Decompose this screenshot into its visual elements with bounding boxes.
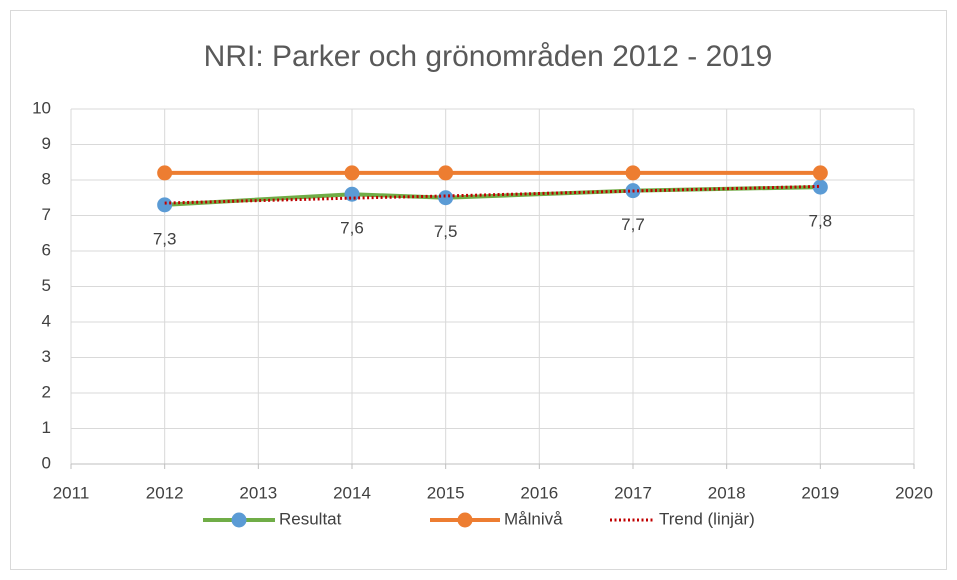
x-tick-label: 2014 <box>333 483 371 502</box>
x-tick-label: 2017 <box>614 483 652 502</box>
data-label: 7,7 <box>621 215 645 234</box>
data-label: 7,3 <box>153 229 177 248</box>
marker <box>812 179 828 195</box>
y-tick-label: 6 <box>42 240 51 259</box>
data-label: 7,5 <box>434 222 458 241</box>
marker <box>344 186 360 202</box>
x-tick-label: 2018 <box>708 483 746 502</box>
marker <box>344 165 360 181</box>
marker <box>625 165 641 181</box>
legend-marker <box>231 512 247 528</box>
x-tick-label: 2019 <box>801 483 839 502</box>
x-tick-label: 2011 <box>53 483 90 502</box>
y-tick-label: 7 <box>42 205 51 224</box>
y-tick-label: 9 <box>42 134 51 153</box>
y-tick-label: 1 <box>42 418 51 437</box>
legend-label: Trend (linjär) <box>659 509 755 528</box>
chart-title: NRI: Parker och grönområden 2012 - 2019 <box>204 40 773 73</box>
data-label: 7,8 <box>809 212 833 231</box>
x-tick-label: 2012 <box>146 483 184 502</box>
y-tick-label: 0 <box>42 453 51 472</box>
data-label: 7,6 <box>340 219 364 238</box>
y-tick-label: 8 <box>42 169 51 188</box>
marker <box>157 197 173 213</box>
y-tick-label: 2 <box>42 382 51 401</box>
chart-border <box>10 10 947 570</box>
y-tick-label: 5 <box>42 276 51 295</box>
legend-label: Resultat <box>279 509 342 528</box>
legend-marker <box>457 512 473 528</box>
marker <box>438 190 454 206</box>
x-tick-label: 2013 <box>239 483 277 502</box>
y-tick-label: 10 <box>32 98 51 117</box>
marker <box>157 165 173 181</box>
y-tick-label: 3 <box>42 347 51 366</box>
marker <box>438 165 454 181</box>
y-tick-label: 4 <box>42 311 51 330</box>
x-tick-label: 2016 <box>520 483 558 502</box>
x-tick-label: 2015 <box>427 483 465 502</box>
marker <box>812 165 828 181</box>
x-tick-label: 2020 <box>895 483 933 502</box>
legend-label: Målnivå <box>504 509 563 528</box>
